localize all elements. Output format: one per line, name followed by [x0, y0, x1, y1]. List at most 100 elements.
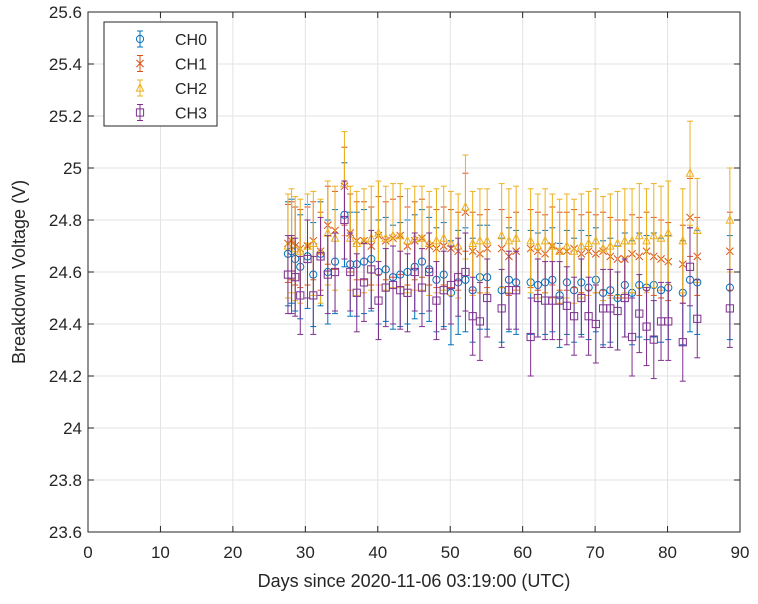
data-point: [540, 235, 550, 245]
y-axis-label: Breakdown Voltage (V): [9, 180, 29, 364]
data-point: [352, 288, 361, 297]
data-point: [627, 332, 637, 342]
error-bar: [418, 248, 425, 328]
data-point: [374, 296, 383, 305]
data-point: [591, 319, 600, 329]
data-point: [555, 245, 565, 255]
data-point: [403, 235, 412, 245]
error-bar: [650, 183, 657, 289]
legend-item-ch0: CH0: [135, 30, 207, 49]
data-point: [685, 167, 695, 177]
data-point: [374, 227, 383, 237]
y-tick-label: 25.2: [49, 107, 82, 126]
data-point: [291, 273, 300, 282]
y-tick-label: 24.4: [49, 315, 82, 334]
data-point: [642, 322, 651, 331]
data-point: [526, 235, 536, 245]
data-point: [584, 238, 594, 247]
legend-label: CH2: [175, 81, 207, 98]
data-point: [410, 267, 419, 277]
y-tick-label: 23.8: [49, 471, 82, 490]
legend-marker: [135, 82, 145, 92]
data-point: [725, 304, 734, 313]
error-bar: [585, 276, 592, 356]
data-point: [591, 235, 601, 245]
data-point: [620, 235, 630, 245]
data-point: [512, 286, 521, 295]
error-bar: [297, 255, 304, 335]
data-point: [533, 240, 543, 250]
x-tick-label: 70: [586, 543, 605, 562]
data-point: [330, 267, 340, 277]
data-point: [461, 267, 470, 277]
data-point: [692, 225, 702, 234]
error-bar: [310, 255, 317, 335]
error-bar: [498, 268, 505, 348]
error-bar: [447, 245, 454, 325]
data-point: [482, 235, 492, 245]
data-point: [388, 230, 398, 240]
data-point: [555, 296, 564, 305]
x-tick-label: 10: [151, 543, 170, 562]
axis-ticks: 0 10 20 30 40 50 60 70 80 90 23.6 23.8 24 24.2 24.4 24.…: [49, 3, 750, 562]
error-bar: [687, 227, 694, 307]
error-bar: [382, 248, 389, 328]
error-bar: [629, 188, 636, 294]
data-point: [613, 306, 622, 316]
error-bar: [353, 253, 360, 333]
error-bar: [476, 281, 483, 361]
error-bar: [397, 250, 404, 330]
error-bar: [361, 242, 368, 322]
data-point: [547, 240, 557, 250]
data-point: [576, 240, 586, 250]
error-bar: [687, 120, 694, 226]
data-point: [439, 286, 448, 295]
error-bar: [694, 279, 701, 359]
data-point: [468, 238, 478, 247]
data-point: [562, 240, 572, 250]
legend-marker: [136, 59, 144, 68]
data-point: [511, 232, 521, 242]
y-tick-label: 24.2: [49, 367, 82, 386]
error-bar: [621, 258, 628, 338]
error-bar: [389, 245, 396, 325]
data-point: [475, 317, 485, 326]
legend-label: CH1: [175, 57, 207, 74]
x-tick-label: 20: [223, 543, 242, 562]
y-tick-label: 25.4: [49, 55, 82, 74]
data-point: [359, 278, 369, 287]
data-point: [642, 235, 651, 245]
error-bar: [527, 188, 534, 294]
data-point: [685, 262, 695, 271]
data-point: [627, 235, 637, 245]
data-point: [425, 267, 434, 277]
error-bar: [440, 250, 447, 330]
x-tick-label: 40: [368, 543, 387, 562]
data-point: [468, 312, 477, 321]
y-tick-label: 25.6: [49, 3, 82, 22]
y-tick-label: 25: [63, 159, 82, 178]
y-tick-label: 24.6: [49, 263, 82, 282]
series-layer: [283, 120, 735, 382]
data-point: [461, 201, 470, 211]
error-bar: [571, 276, 578, 356]
data-point: [570, 312, 579, 321]
data-point: [303, 254, 312, 264]
error-bar: [665, 281, 672, 361]
data-point: [352, 238, 362, 247]
error-bar: [607, 268, 614, 348]
error-bar: [600, 268, 607, 348]
error-bar: [549, 261, 556, 341]
error-bar: [455, 237, 462, 317]
legend-item-ch2: CH2: [135, 79, 207, 98]
data-point: [483, 293, 492, 303]
error-bar: [341, 180, 348, 260]
legend-item-ch1: CH1: [136, 55, 207, 74]
error-bar: [636, 274, 643, 354]
data-point: [577, 293, 586, 303]
data-point: [725, 214, 735, 224]
data-point: [446, 280, 456, 290]
error-bar: [368, 229, 375, 309]
y-tick-label: 24: [63, 419, 82, 438]
